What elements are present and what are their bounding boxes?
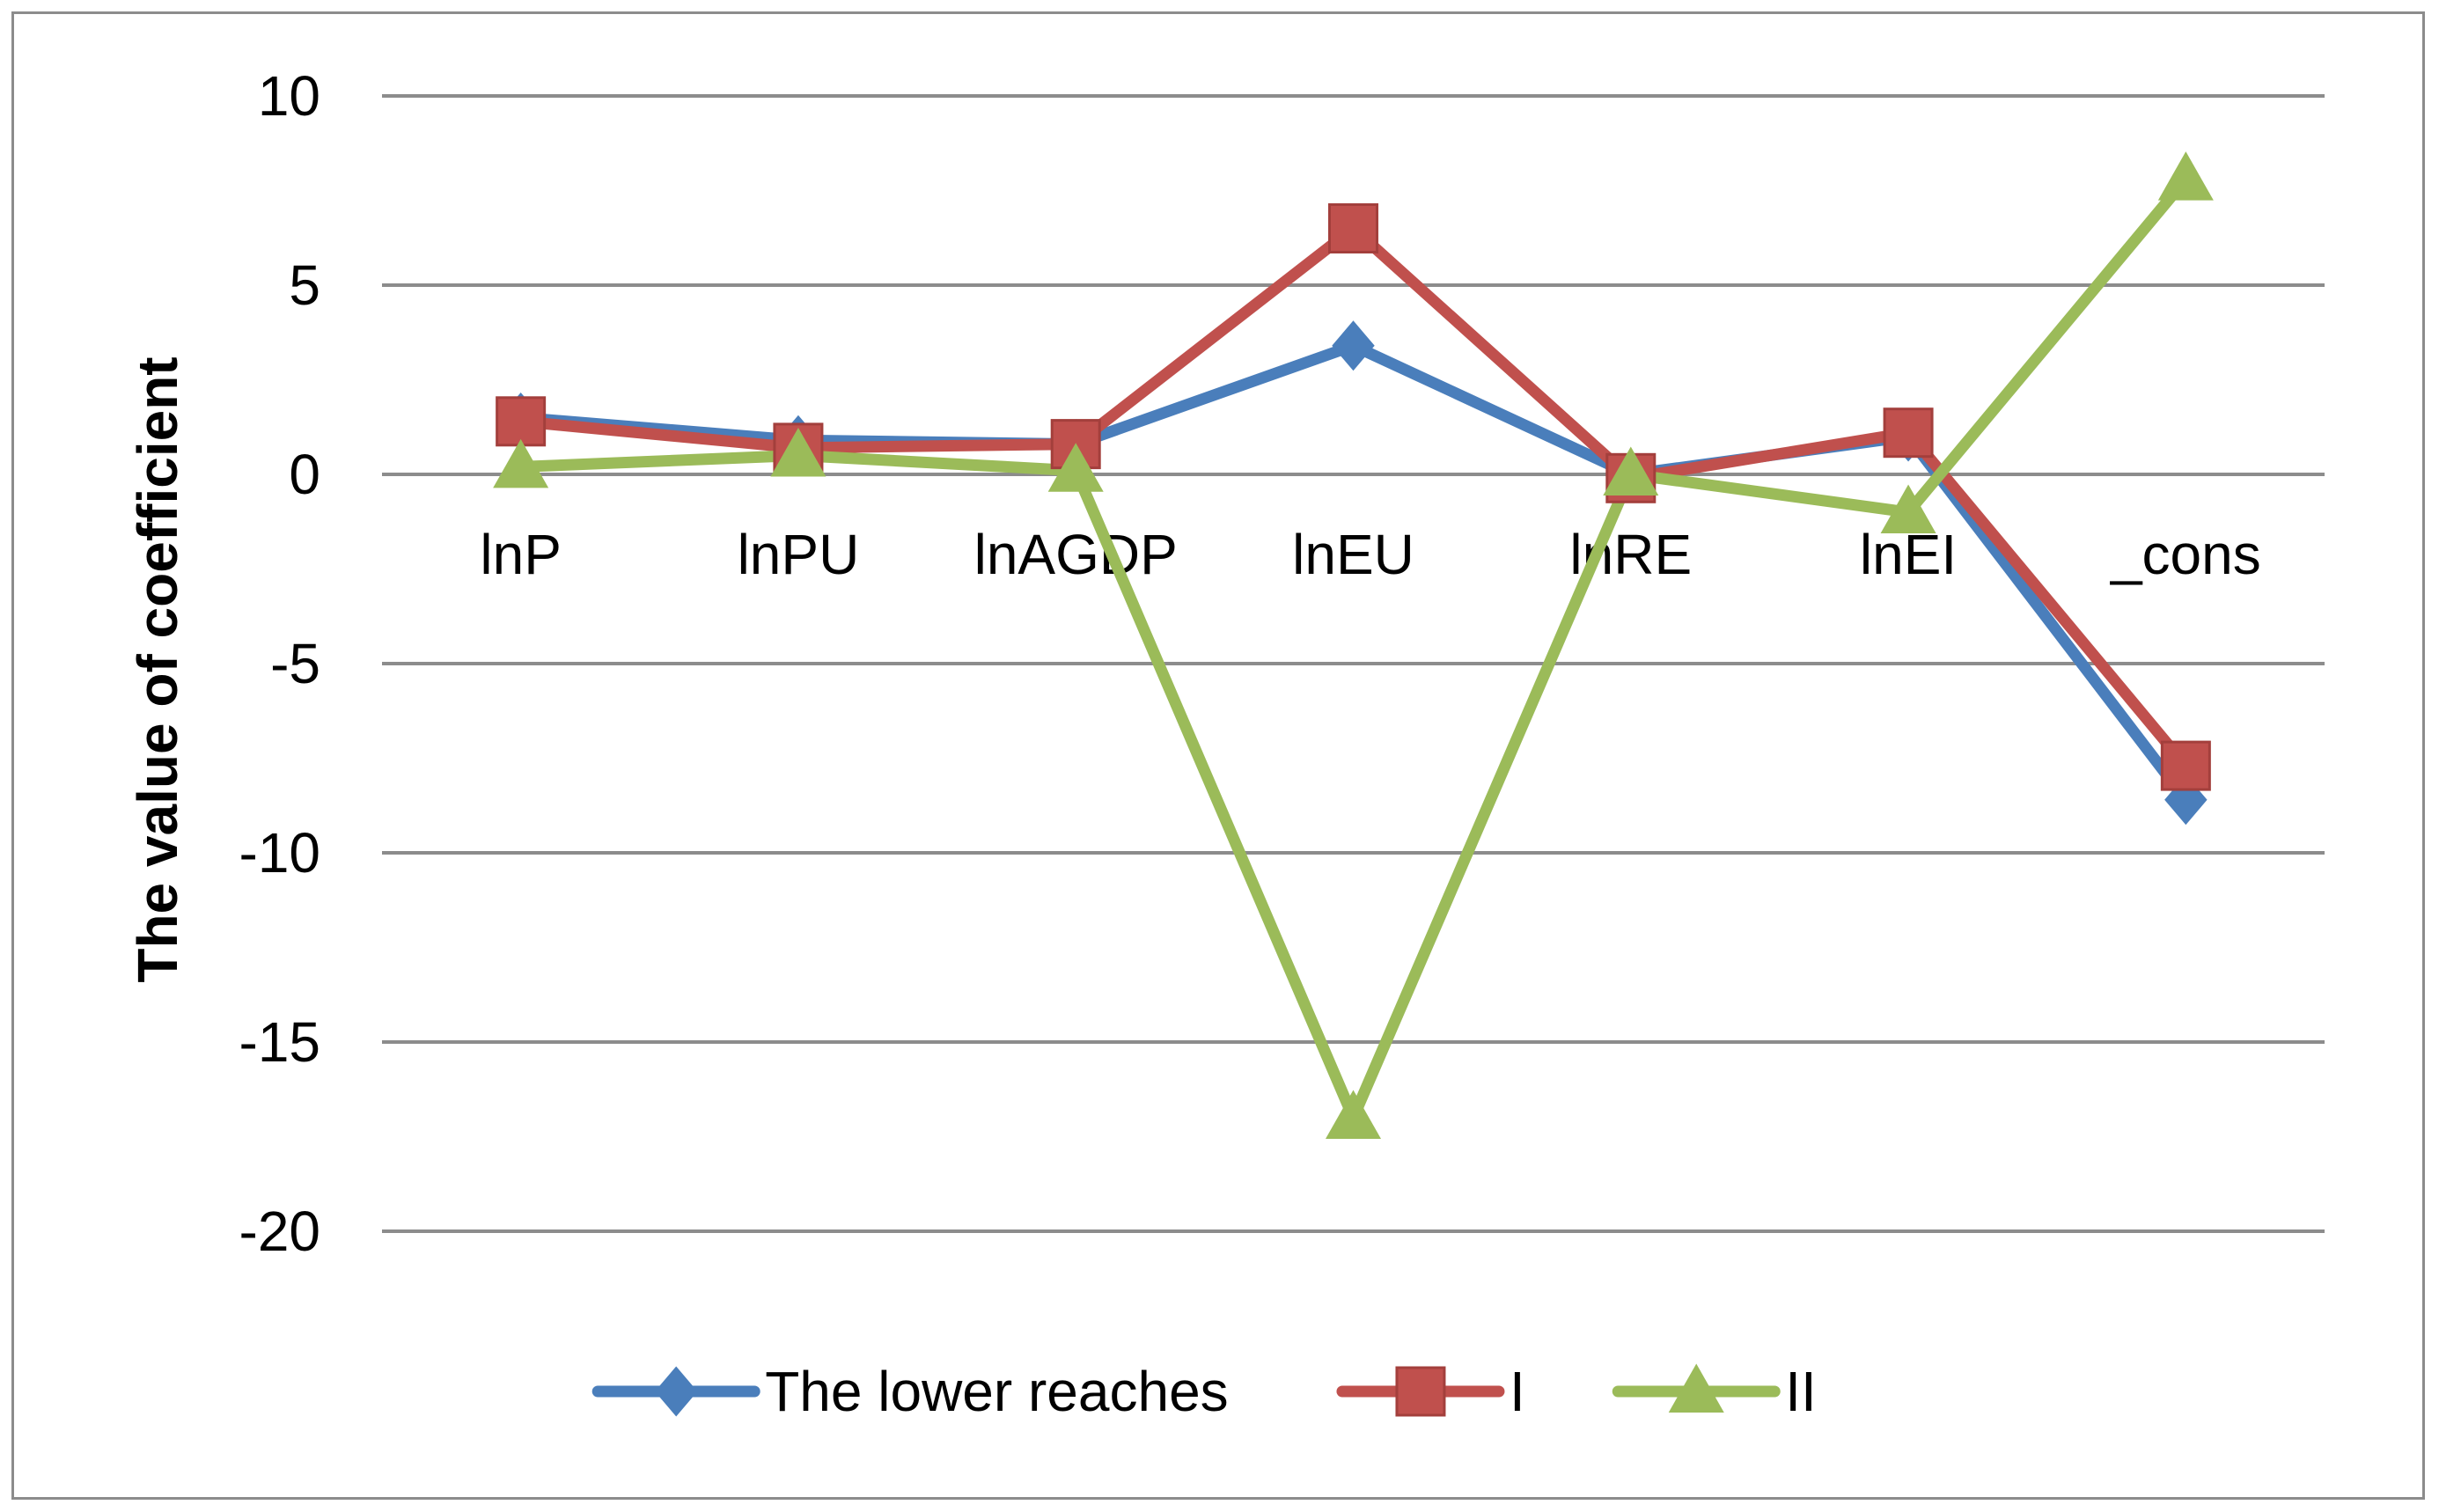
- data-point: [2157, 151, 2214, 201]
- gridlines: [382, 94, 2325, 1233]
- data-point: [1332, 320, 1375, 371]
- legend-label: II: [1785, 1360, 1817, 1423]
- x-tick-labels: lnP lnPU lnAGDP lnEU lnRE lnEI _cons: [480, 523, 2260, 586]
- data-point: [770, 428, 826, 477]
- data-point: [1326, 1090, 1381, 1139]
- y-tick-labels: 10 5 0 -5 -10 -15 -20: [239, 64, 321, 1263]
- series-line-3: [515, 173, 2192, 1124]
- series-markers: [493, 151, 2214, 1139]
- y-tick-label: -10: [239, 821, 321, 884]
- legend-label: The lower reaches: [765, 1360, 1228, 1423]
- y-tick-label: 5: [289, 253, 320, 317]
- data-point: [2160, 740, 2211, 791]
- data-point: [493, 438, 549, 488]
- data-point: [1603, 446, 1659, 495]
- series-lines: [515, 173, 2192, 1124]
- legend-marker: [654, 1366, 698, 1417]
- data-point: [1880, 484, 1936, 533]
- legend-marker: [1395, 1366, 1446, 1417]
- data-point: [1047, 443, 1104, 492]
- x-tick-label: lnPU: [738, 523, 860, 586]
- data-point: [496, 396, 547, 447]
- y-tick-label: -5: [270, 632, 320, 695]
- chart-frame: 10 5 0 -5 -10 -15 -20 lnP lnPU lnAGDP lnEU lnRE lnE…: [11, 11, 2425, 1500]
- x-tick-label: lnP: [480, 523, 562, 586]
- y-tick-label: 0: [289, 443, 320, 506]
- y-tick-label: -20: [239, 1200, 321, 1263]
- legend: The lower reaches I II: [591, 1360, 1817, 1423]
- data-point: [1328, 203, 1378, 253]
- series-line-2: [515, 223, 2192, 772]
- x-tick-label: lnEU: [1292, 523, 1414, 586]
- x-tick-label: lnAGDP: [974, 523, 1178, 586]
- y-tick-label: -15: [239, 1010, 321, 1074]
- y-axis-title: The value of coefficient: [126, 356, 189, 982]
- data-point: [1883, 407, 1934, 459]
- legend-label: I: [1510, 1360, 1525, 1423]
- legend-marker: [1668, 1363, 1724, 1413]
- x-tick-label: _cons: [2110, 523, 2261, 586]
- y-tick-label: 10: [258, 64, 320, 128]
